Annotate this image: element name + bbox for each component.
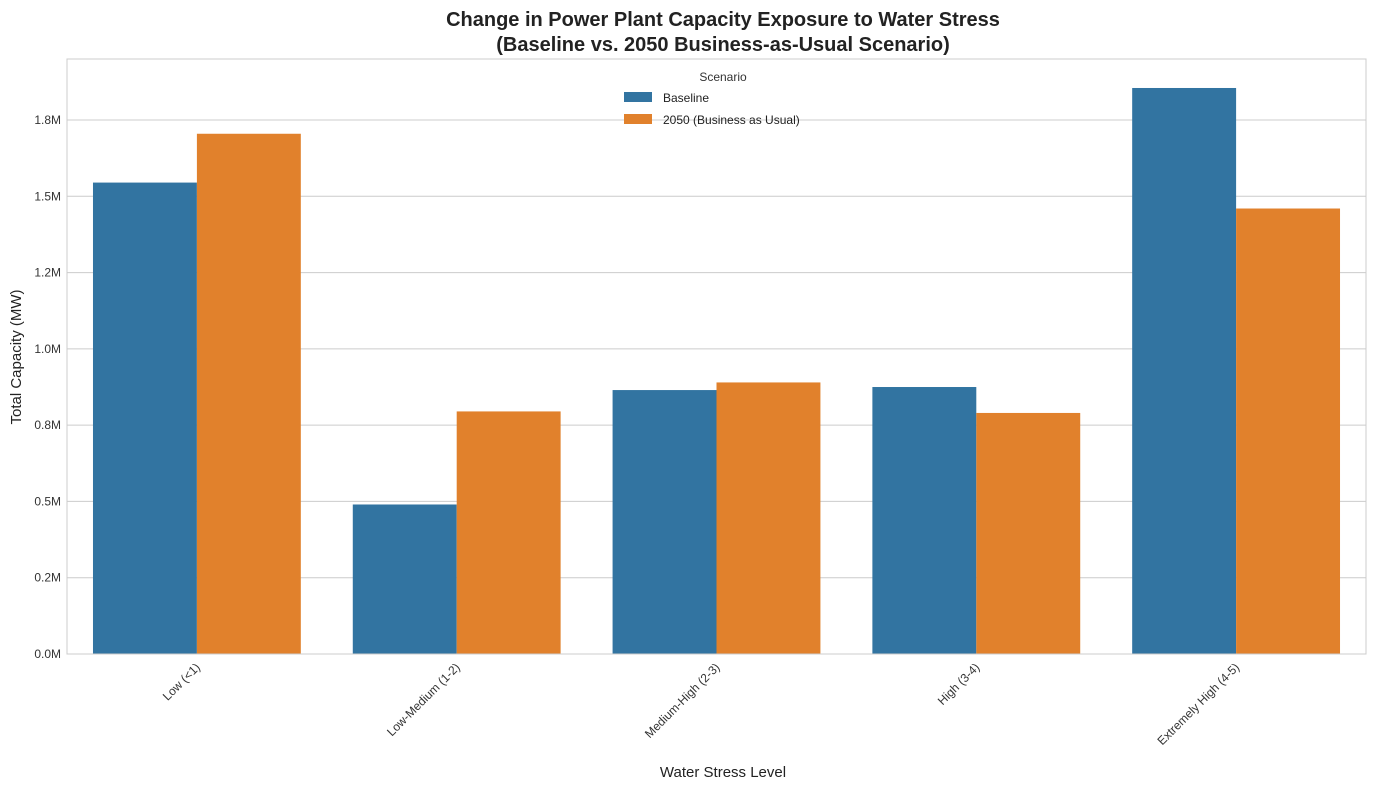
y-tick-label: 0.8M	[34, 418, 61, 432]
bar-2050-0	[196, 133, 301, 654]
legend-title: Scenario	[699, 70, 747, 84]
y-tick-label: 1.2M	[34, 266, 61, 280]
y-tick-label: 1.5M	[34, 189, 61, 203]
bar-baseline-0	[92, 182, 197, 655]
bar-baseline-2	[612, 390, 717, 654]
bars-layer	[92, 87, 1341, 655]
y-tick-label: 1.0M	[34, 342, 61, 356]
legend-swatch-baseline	[624, 92, 652, 102]
bar-2050-4	[1236, 208, 1341, 654]
bar-2050-2	[716, 382, 821, 654]
legend-label-2050: 2050 (Business as Usual)	[663, 113, 800, 127]
bar-2050-1	[456, 411, 561, 654]
chart-title: Change in Power Plant Capacity Exposure …	[446, 9, 1000, 31]
x-tick-label: Extremely High (4-5)	[1155, 660, 1243, 748]
x-tick-label: Medium-High (2-3)	[642, 660, 723, 741]
bar-2050-3	[976, 412, 1081, 654]
y-tick-label: 0.5M	[34, 494, 61, 508]
legend-swatch-2050	[624, 114, 652, 124]
x-axis-label: Water Stress Level	[660, 764, 786, 781]
x-tick-label: Low (<1)	[160, 660, 203, 703]
x-ticks: Low (<1) Low-Medium (1-2) Medium-High (2-3…	[160, 660, 1242, 748]
y-tick-label: 0.0M	[34, 647, 61, 661]
x-tick-label: Low-Medium (1-2)	[384, 660, 463, 739]
bar-baseline-3	[872, 387, 977, 654]
chart-subtitle: (Baseline vs. 2050 Business-as-Usual Sce…	[496, 34, 950, 56]
bar-baseline-4	[1132, 87, 1237, 654]
plot-frame	[66, 58, 1367, 655]
bar-baseline-1	[352, 504, 457, 654]
y-tick-label: 0.2M	[34, 571, 61, 585]
y-tick-label: 1.8M	[34, 113, 61, 127]
y-ticks: 0.0M 0.2M 0.5M 0.8M 1.0M 1.2M 1.5M 1.8M	[34, 113, 61, 661]
y-axis-label: Total Capacity (MW)	[8, 289, 25, 424]
legend-label-baseline: Baseline	[663, 91, 709, 105]
x-tick-label: High (3-4)	[935, 660, 983, 708]
legend: Scenario Baseline 2050 (Business as Usua…	[624, 70, 800, 127]
